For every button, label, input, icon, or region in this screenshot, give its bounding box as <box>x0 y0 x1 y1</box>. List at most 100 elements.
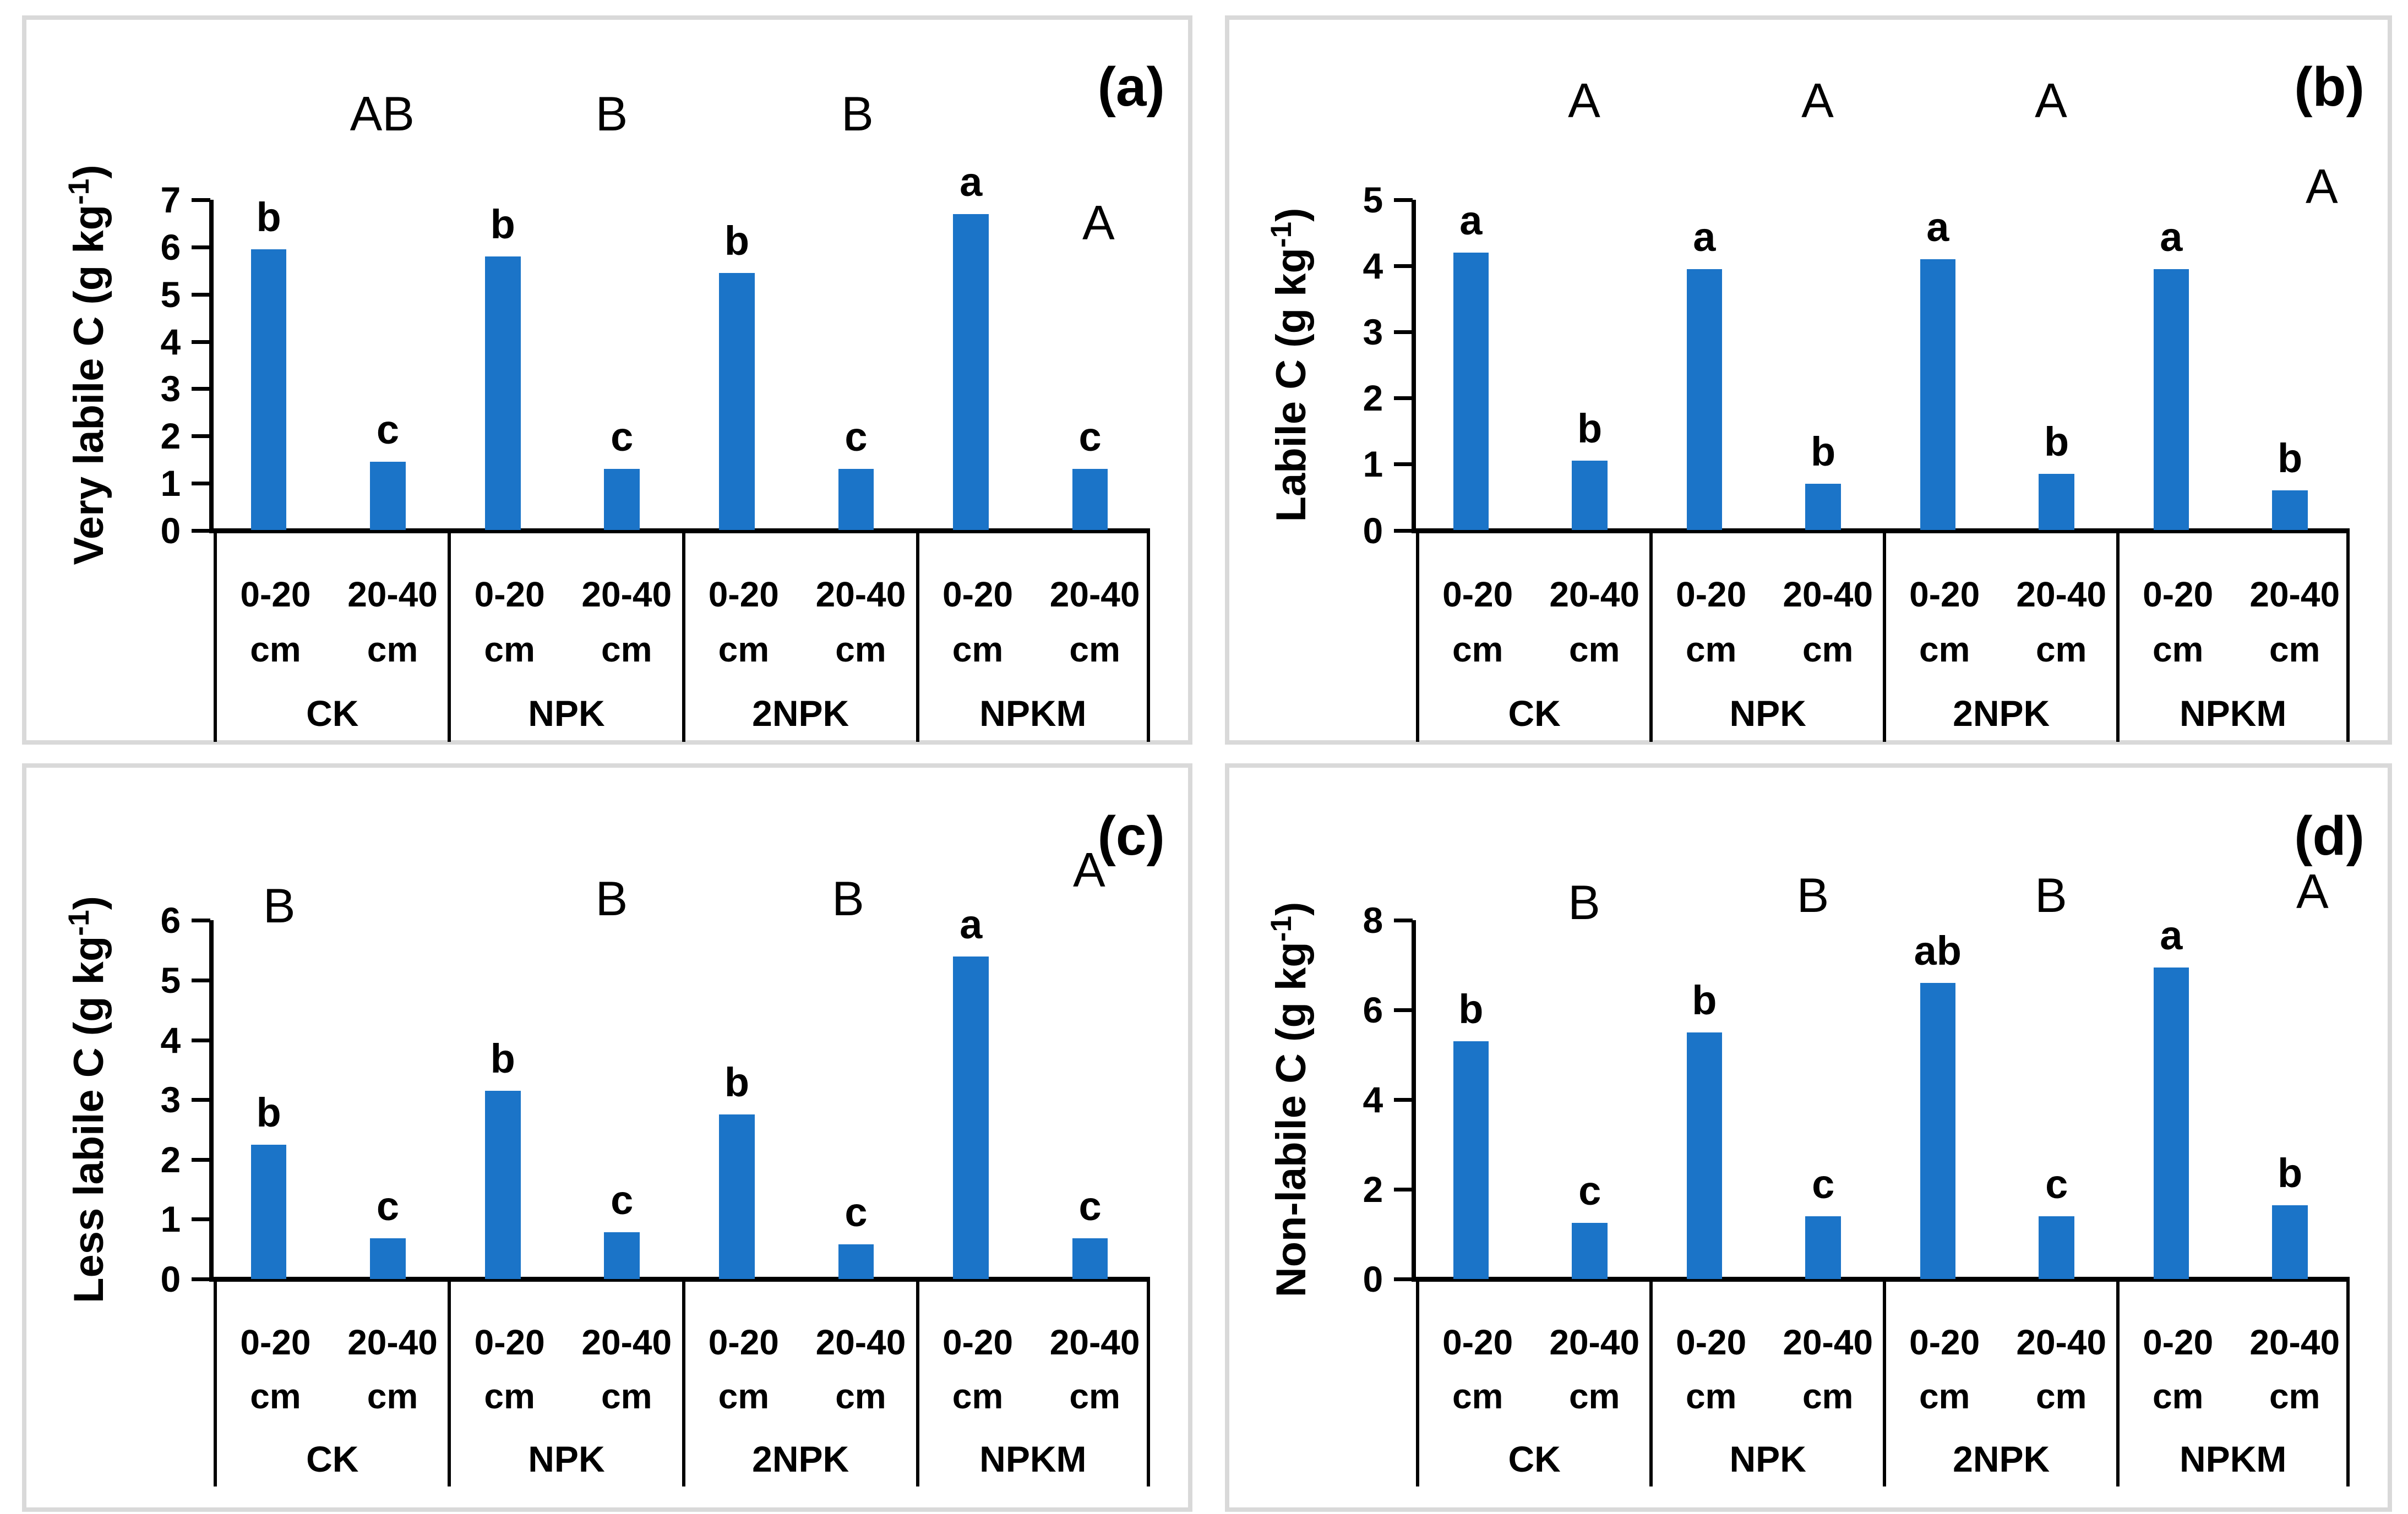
bar-2NPK-0-20 <box>719 1114 755 1279</box>
depth-label: 0-20 <box>1909 1322 1980 1362</box>
bar-significance-letter: b <box>1458 986 1484 1032</box>
depth-label: 20-40 <box>815 575 906 615</box>
depth-unit-label: cm <box>1919 1376 1970 1416</box>
bar-significance-letter: b <box>490 201 515 248</box>
bar-significance-letter: b <box>724 218 750 264</box>
bar-NPK-0-20 <box>484 256 521 531</box>
treatment-label: NPK <box>1729 1438 1806 1479</box>
bar-significance-letter: a <box>2160 214 2183 260</box>
chart-panel-b: (b) Labile C (g kg-1) 0 1 2 3 4 5 a b A 0-20 cm 20-40… <box>1225 15 2392 745</box>
chart-panel-c: (c) Less labile C (g kg-1) 0 1 2 3 4 5 6 b c B 0-20 c… <box>22 763 1192 1512</box>
bar-NPKM-20-40 <box>1072 1238 1108 1279</box>
bar-CK-20-40 <box>370 462 406 531</box>
y-tick-label: 1 <box>1363 444 1383 485</box>
depth-unit-label: cm <box>367 1376 418 1416</box>
x-axis-baseline <box>209 528 1150 533</box>
depth-label: 0-20 <box>1909 575 1980 615</box>
bar-significance-letter: a <box>1459 198 1483 244</box>
y-axis-tick-mark <box>1394 462 1413 467</box>
treatment-label: CK <box>306 693 359 734</box>
y-tick-label: 2 <box>1363 1169 1383 1210</box>
y-axis-tick-mark <box>192 340 211 344</box>
bar-significance-letter: a <box>2160 912 2183 958</box>
y-axis-line <box>209 920 214 1279</box>
x-axis-group-cell: 0-20 cm 20-40 cm CK <box>214 530 448 742</box>
y-axis-line <box>209 200 214 531</box>
depth-label: 0-20 <box>240 1322 311 1362</box>
bar-significance-letter: c <box>376 1183 400 1229</box>
y-axis-label-superscript: -1 <box>1265 222 1298 248</box>
bar-CK-20-40 <box>1572 1223 1608 1279</box>
bar-NPKM-0-20 <box>953 956 989 1279</box>
bar-CK-20-40 <box>370 1238 406 1279</box>
bar-significance-letter: b <box>1811 429 1836 475</box>
bar-NPK-20-40 <box>1805 1216 1841 1279</box>
depth-label: 20-40 <box>347 575 438 615</box>
group-significance-letter: B <box>841 86 874 141</box>
depth-unit-label: cm <box>1685 629 1737 669</box>
group-significance-letter: A <box>1568 73 1600 128</box>
depth-label: 20-40 <box>2249 575 2340 615</box>
bar-significance-letter: a <box>960 901 983 947</box>
y-axis-tick-mark <box>192 292 211 297</box>
group-significance-letter: B <box>263 878 296 933</box>
x-axis-group-cell: 0-20 cm 20-40 cm NPK <box>448 530 682 742</box>
y-tick-label: 1 <box>160 1199 181 1240</box>
bar-significance-letter: c <box>376 407 400 453</box>
x-axis-group-cell: 0-20 cm 20-40 cm 2NPK <box>682 1278 916 1486</box>
y-axis-tick-mark <box>192 1098 211 1102</box>
y-tick-label: 6 <box>160 900 181 941</box>
y-tick-label: 8 <box>1363 900 1383 941</box>
y-axis-label: Very labile C (g kg-1) <box>62 165 112 566</box>
bar-significance-letter: c <box>845 1189 868 1235</box>
y-tick-label: 0 <box>1363 1258 1383 1299</box>
depth-label: 20-40 <box>815 1322 906 1362</box>
x-axis-group-cell: 0-20 cm 20-40 cm CK <box>214 1278 448 1486</box>
bar-2NPK-0-20 <box>1920 983 1956 1279</box>
depth-unit-label: cm <box>1802 1376 1854 1416</box>
depth-unit-label: cm <box>952 629 1004 669</box>
depth-unit-label: cm <box>1452 1376 1503 1416</box>
depth-unit-label: cm <box>601 1376 652 1416</box>
x-axis-group-cell: 0-20 cm 20-40 cm NPKM <box>916 1278 1150 1486</box>
depth-unit-label: cm <box>835 1376 886 1416</box>
depth-unit-label: cm <box>2035 1376 2087 1416</box>
group-significance-letter: B <box>595 871 628 926</box>
x-axis-baseline <box>1412 528 2350 533</box>
depth-unit-label: cm <box>2152 629 2204 669</box>
depth-label: 20-40 <box>1783 575 1873 615</box>
depth-label: 0-20 <box>943 1322 1014 1362</box>
x-axis-group-cell: 0-20 cm 20-40 cm NPK <box>448 1278 682 1486</box>
depth-unit-label: cm <box>718 629 770 669</box>
bar-2NPK-20-40 <box>2039 474 2074 531</box>
bar-significance-letter: b <box>2278 1150 2303 1196</box>
y-axis-tick-mark <box>192 245 211 250</box>
y-axis-tick-mark <box>192 198 211 203</box>
bar-significance-letter: b <box>1692 977 1717 1023</box>
panel-tag: (d) <box>2294 805 2365 867</box>
bar-2NPK-0-20 <box>719 273 755 531</box>
depth-label: 20-40 <box>1549 575 1640 615</box>
y-axis-tick-mark <box>1394 1098 1413 1102</box>
group-significance-letter: A <box>1801 73 1834 128</box>
chart-panel-a: (a) Very labile C (g kg-1) 0 1 2 3 4 5 6 7 b c AB 0-2… <box>22 15 1192 745</box>
bar-NPK-0-20 <box>484 1090 521 1279</box>
bar-CK-0-20 <box>250 1144 287 1279</box>
depth-unit-label: cm <box>367 629 418 669</box>
y-tick-label: 3 <box>1363 311 1383 353</box>
bar-CK-0-20 <box>1453 1041 1489 1279</box>
y-tick-label: 2 <box>160 416 181 456</box>
depth-unit-label: cm <box>1685 1376 1737 1416</box>
treatment-label: 2NPK <box>1953 693 2050 734</box>
y-tick-label: 5 <box>160 960 181 1001</box>
depth-unit-label: cm <box>1919 629 1970 669</box>
depth-label: 0-20 <box>708 575 779 615</box>
y-tick-label: 7 <box>160 179 181 221</box>
bar-significance-letter: b <box>2278 435 2303 482</box>
group-significance-letter: B <box>1568 874 1600 930</box>
y-axis-tick-mark <box>192 919 211 923</box>
panel-tag: (a) <box>1097 56 1165 118</box>
depth-label: 0-20 <box>708 1322 779 1362</box>
treatment-label: NPK <box>1729 693 1806 734</box>
